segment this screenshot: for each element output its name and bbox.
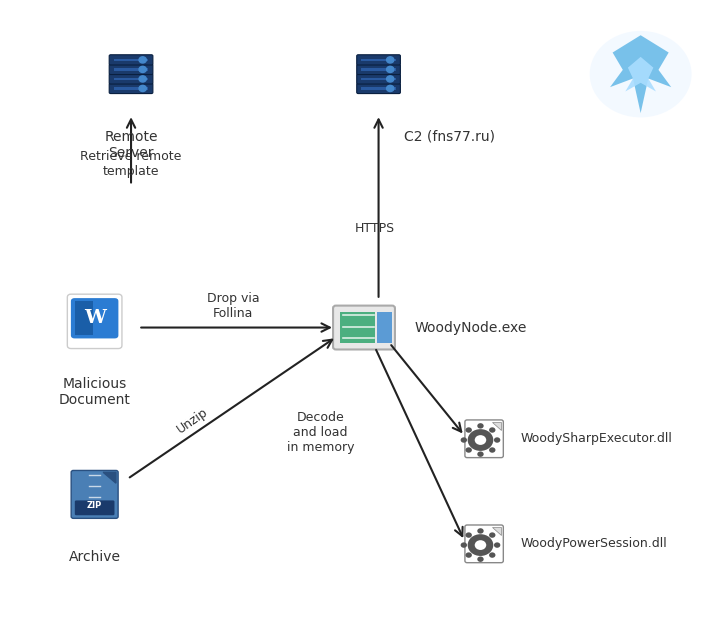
Circle shape xyxy=(461,438,467,442)
Polygon shape xyxy=(491,422,501,430)
Circle shape xyxy=(489,552,496,558)
Circle shape xyxy=(475,540,486,550)
Bar xyxy=(361,68,396,70)
Circle shape xyxy=(139,57,146,63)
Polygon shape xyxy=(103,472,116,483)
Text: WoodySharpExecutor.dll: WoodySharpExecutor.dll xyxy=(521,432,673,446)
Circle shape xyxy=(478,451,483,457)
Bar xyxy=(114,59,149,61)
Text: WoodyPowerSession.dll: WoodyPowerSession.dll xyxy=(521,537,668,551)
Bar xyxy=(361,78,396,80)
FancyBboxPatch shape xyxy=(357,55,400,65)
Text: Remote
Server: Remote Server xyxy=(104,130,158,160)
Text: C2 (fns77.ru): C2 (fns77.ru) xyxy=(404,130,495,144)
Circle shape xyxy=(494,543,500,548)
Circle shape xyxy=(139,76,146,82)
Text: HTTPS: HTTPS xyxy=(355,222,395,235)
Polygon shape xyxy=(625,57,656,91)
Bar xyxy=(377,312,392,344)
Text: W: W xyxy=(84,309,106,328)
FancyBboxPatch shape xyxy=(109,74,153,84)
Bar xyxy=(361,87,396,90)
Text: WoodyNode.exe: WoodyNode.exe xyxy=(415,321,527,334)
FancyBboxPatch shape xyxy=(109,64,153,75)
FancyBboxPatch shape xyxy=(71,298,119,339)
Bar xyxy=(114,87,149,90)
Circle shape xyxy=(387,66,394,72)
FancyBboxPatch shape xyxy=(75,501,114,515)
Bar xyxy=(114,68,149,70)
Circle shape xyxy=(461,543,467,548)
Circle shape xyxy=(467,429,494,451)
Text: Malicious
Document: Malicious Document xyxy=(59,377,130,407)
Circle shape xyxy=(465,532,472,538)
Circle shape xyxy=(465,552,472,558)
Circle shape xyxy=(478,423,483,429)
FancyBboxPatch shape xyxy=(109,83,153,93)
FancyBboxPatch shape xyxy=(71,470,118,519)
Bar xyxy=(361,59,396,61)
Polygon shape xyxy=(491,527,501,535)
Text: Decode
and load
in memory: Decode and load in memory xyxy=(287,411,354,454)
Circle shape xyxy=(478,556,483,562)
Circle shape xyxy=(475,435,486,445)
Circle shape xyxy=(489,532,496,538)
FancyBboxPatch shape xyxy=(465,420,503,457)
Circle shape xyxy=(387,76,394,82)
Circle shape xyxy=(467,534,494,556)
FancyBboxPatch shape xyxy=(109,55,153,65)
FancyBboxPatch shape xyxy=(74,301,92,336)
Text: Drop via
Follina: Drop via Follina xyxy=(207,292,259,320)
Circle shape xyxy=(139,85,146,91)
Text: Retrieve remote
template: Retrieve remote template xyxy=(80,150,182,178)
Text: ZIP: ZIP xyxy=(87,501,102,510)
FancyBboxPatch shape xyxy=(357,64,400,75)
Circle shape xyxy=(489,427,496,433)
Circle shape xyxy=(465,427,472,433)
Circle shape xyxy=(139,66,146,72)
FancyBboxPatch shape xyxy=(67,294,122,349)
Circle shape xyxy=(494,438,500,442)
Circle shape xyxy=(489,447,496,453)
Circle shape xyxy=(590,31,692,117)
FancyBboxPatch shape xyxy=(357,74,400,84)
Bar xyxy=(114,78,149,80)
Circle shape xyxy=(387,57,394,63)
Circle shape xyxy=(478,528,483,534)
Circle shape xyxy=(387,85,394,91)
Text: Unzip: Unzip xyxy=(175,405,211,436)
FancyBboxPatch shape xyxy=(333,306,395,350)
Circle shape xyxy=(465,447,472,453)
Polygon shape xyxy=(610,35,671,113)
FancyBboxPatch shape xyxy=(465,525,503,562)
Text: Archive: Archive xyxy=(68,550,121,564)
FancyBboxPatch shape xyxy=(357,83,400,93)
Bar xyxy=(341,312,375,344)
